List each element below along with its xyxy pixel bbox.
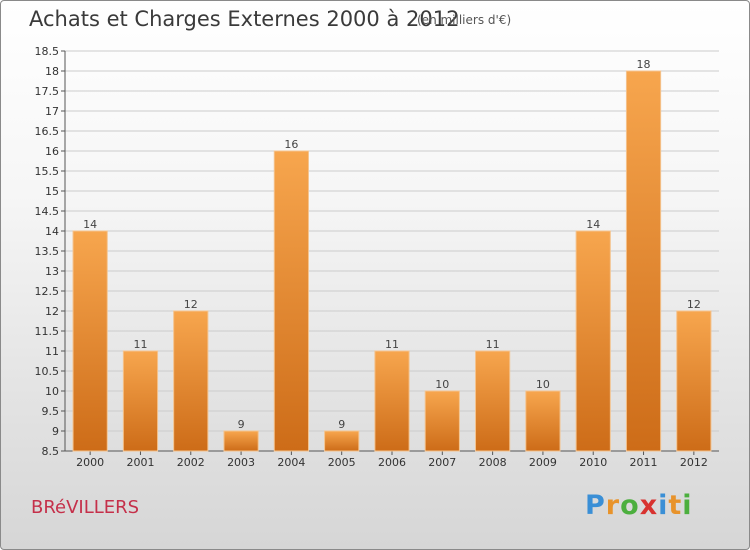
y-tick-label: 10 (45, 385, 59, 398)
data-label: 14 (586, 218, 600, 231)
logo-letter: i (682, 490, 693, 521)
data-label: 18 (637, 58, 651, 71)
data-label: 10 (536, 378, 550, 391)
y-tick-label: 9 (52, 425, 59, 438)
y-tick-label: 16.5 (35, 125, 60, 138)
x-tick-label: 2002 (177, 456, 205, 469)
axes: 8.5 9 9.5 10 10.5 11 11.5 12 12.5 13 13.5 14 14.5 15 1… (35, 45, 719, 469)
y-tick-label: 13 (45, 265, 59, 278)
bar-2012 (676, 310, 712, 452)
bar-2000 (72, 230, 108, 452)
bars (72, 70, 712, 452)
bar-2003 (223, 430, 259, 452)
x-tick-label: 2006 (378, 456, 406, 469)
data-label: 14 (83, 218, 97, 231)
bar-2011 (625, 70, 662, 452)
x-tick-label: 2007 (428, 456, 456, 469)
y-tick-label: 11.5 (35, 325, 60, 338)
data-label: 9 (238, 418, 245, 431)
y-tick-label: 17 (45, 105, 59, 118)
x-tick-label: 2000 (76, 456, 104, 469)
y-tick-label: 10.5 (35, 365, 60, 378)
bar-2004 (273, 150, 309, 452)
x-tick-label: 2012 (680, 456, 708, 469)
data-labels: 14 11 12 9 16 9 11 10 11 10 14 18 12 (83, 58, 701, 431)
x-tick-label: 2001 (126, 456, 154, 469)
y-tick-label: 8.5 (42, 445, 60, 458)
y-tick-label: 17.5 (35, 85, 60, 98)
y-tick-label: 18 (45, 65, 59, 78)
chart-title: Achats et Charges Externes 2000 à 2012 (29, 7, 460, 31)
data-label: 16 (284, 138, 298, 151)
y-tick-label: 9.5 (42, 405, 60, 418)
data-label: 12 (687, 298, 701, 311)
data-label: 11 (486, 338, 500, 351)
y-tick-label: 15.5 (35, 165, 60, 178)
logo-letter: x (639, 490, 659, 521)
logo-letter: P (585, 490, 606, 521)
y-tick-label: 11 (45, 345, 59, 358)
logo-letter: o (620, 490, 640, 521)
data-label: 11 (385, 338, 399, 351)
bar-2009 (525, 390, 561, 452)
y-tick-label: 14.5 (35, 205, 60, 218)
bar-2006 (374, 350, 410, 452)
bar-2010 (575, 230, 611, 452)
data-label: 11 (133, 338, 147, 351)
y-tick-label: 13.5 (35, 245, 60, 258)
data-label: 9 (338, 418, 345, 431)
chart-unit: (en milliers d'€) (417, 13, 512, 27)
bar-2007 (424, 390, 460, 452)
bar-2001 (122, 350, 159, 452)
bar-2002 (173, 310, 209, 452)
y-tick-label: 18.5 (35, 45, 60, 58)
x-tick-label: 2008 (479, 456, 507, 469)
x-tick-label: 2003 (227, 456, 255, 469)
x-tick-label: 2009 (529, 456, 557, 469)
commune-name: BRéVILLERS (31, 497, 140, 518)
x-tick-label: 2010 (579, 456, 607, 469)
y-tick-label: 12.5 (35, 285, 60, 298)
x-tick-label: 2011 (630, 456, 658, 469)
data-label: 12 (184, 298, 198, 311)
logo-letter: r (605, 490, 621, 521)
data-label: 10 (435, 378, 449, 391)
logo-letter: i (658, 490, 669, 521)
logo-letter: t (668, 490, 683, 521)
proxiti-logo: Proxiti (585, 490, 693, 521)
x-tick-label: 2005 (328, 456, 356, 469)
y-tick-label: 12 (45, 305, 59, 318)
y-tick-label: 15 (45, 185, 59, 198)
x-tick-label: 2004 (277, 456, 305, 469)
y-tick-label: 14 (45, 225, 59, 238)
bar-2005 (324, 430, 360, 452)
bar-2008 (475, 350, 511, 452)
y-tick-label: 16 (45, 145, 59, 158)
